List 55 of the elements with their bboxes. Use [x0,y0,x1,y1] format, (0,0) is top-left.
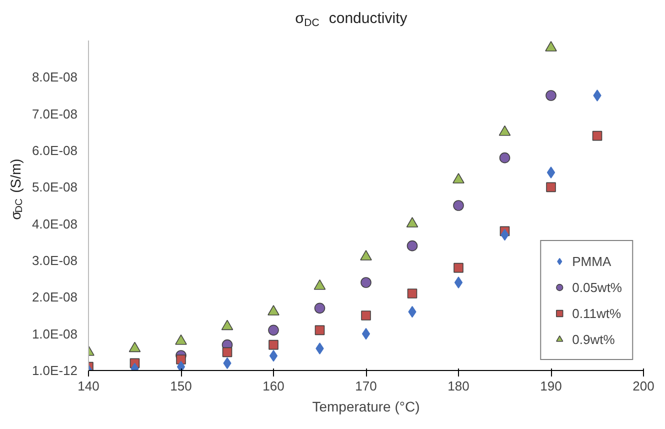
point [222,347,232,358]
point [454,276,463,288]
x-tick-label: 160 [262,378,284,394]
point [268,324,279,336]
point [268,305,280,316]
point [360,277,372,288]
x-tick-label: 150 [170,378,192,394]
point [314,302,326,314]
x-tick-label: 190 [540,378,562,394]
point [176,354,186,364]
point [592,130,602,141]
point [360,250,372,260]
point [314,279,326,290]
legend-label: 0.9wt% [572,332,615,346]
point [452,173,464,184]
point [454,262,464,273]
point [221,320,234,330]
point [176,360,186,370]
point [128,342,141,352]
point [175,334,187,345]
legend-label: PMMA [572,254,612,268]
point [268,340,278,350]
point [546,182,556,192]
y-tick-label: 5.0E-08 [32,180,78,195]
y-tick-label: 1.0E-12 [32,362,78,378]
point [593,90,602,102]
y-tick-label: 3.0E-08 [32,253,78,268]
point [269,350,278,362]
x-tick-label: 180 [448,378,470,394]
point [316,342,324,354]
x-axis-title: Temperature (°C) [312,398,420,414]
point [406,240,418,252]
point [499,152,510,164]
point [453,200,464,211]
point [406,217,418,228]
y-tick-label: 7.0E-08 [32,106,78,122]
y-tick-label: 6.0E-08 [32,143,78,158]
point [546,166,556,178]
point [407,288,418,298]
point [545,41,557,52]
point [362,328,370,340]
x-tick-label: 170 [355,378,377,394]
point [361,310,371,320]
y-tick-label: 8.0E-08 [32,70,78,85]
x-tick-label: 140 [78,378,100,394]
y-tick-label: 2.0E-08 [32,290,78,305]
x-tick-label: 200 [632,378,654,394]
point [314,325,325,336]
y-axis-title: σDC (S/m) [8,158,26,220]
point [546,90,556,101]
point [498,125,511,136]
y-tick-label: 1.0E-08 [32,326,78,342]
legend-label: 0.05wt% [572,280,622,294]
y-tick-label: 4.0E-08 [32,216,78,232]
legend-label: 0.11wt% [572,306,622,320]
